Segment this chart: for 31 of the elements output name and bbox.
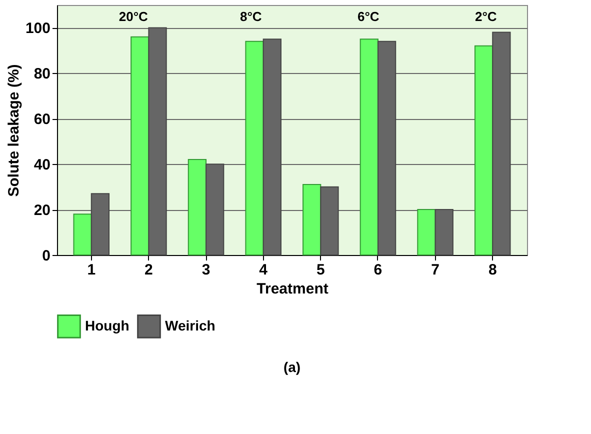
y-tick-label: 60 xyxy=(34,111,50,128)
y-tick-label: 0 xyxy=(42,248,50,264)
annotation: 2°C xyxy=(474,9,498,24)
x-tick-label: 2 xyxy=(144,262,153,278)
x-tick-label: 5 xyxy=(316,262,325,278)
annotation: 20°C xyxy=(118,9,149,24)
bar xyxy=(302,184,322,256)
annotation: 6°C xyxy=(357,9,380,24)
x-tick-label: 3 xyxy=(202,262,210,278)
x-tick-label: 8 xyxy=(488,262,497,278)
x-axis-title: Treatment xyxy=(256,280,328,298)
y-axis-title: Solute leakage (%) xyxy=(5,64,22,197)
x-tick-label: 6 xyxy=(374,262,382,278)
y-tick-label: 20 xyxy=(34,202,50,220)
x-tick-label: 7 xyxy=(431,262,440,278)
bar xyxy=(474,45,494,256)
legend-label: Hough xyxy=(85,317,130,334)
bar xyxy=(245,40,264,256)
bar xyxy=(73,214,92,256)
annotation: 8°C xyxy=(240,9,262,24)
y-tick-label: 100 xyxy=(25,20,50,38)
x-tick-label: 4 xyxy=(259,262,268,278)
bar xyxy=(130,36,150,256)
bar xyxy=(417,209,436,256)
bar xyxy=(188,159,207,256)
text: (a) xyxy=(283,359,301,375)
y-tick-label: 40 xyxy=(34,156,50,174)
x-tick-label: 1 xyxy=(87,262,96,278)
bar xyxy=(360,38,378,256)
legend-label: Weirich xyxy=(165,317,216,334)
y-tick-label: 80 xyxy=(34,66,50,83)
